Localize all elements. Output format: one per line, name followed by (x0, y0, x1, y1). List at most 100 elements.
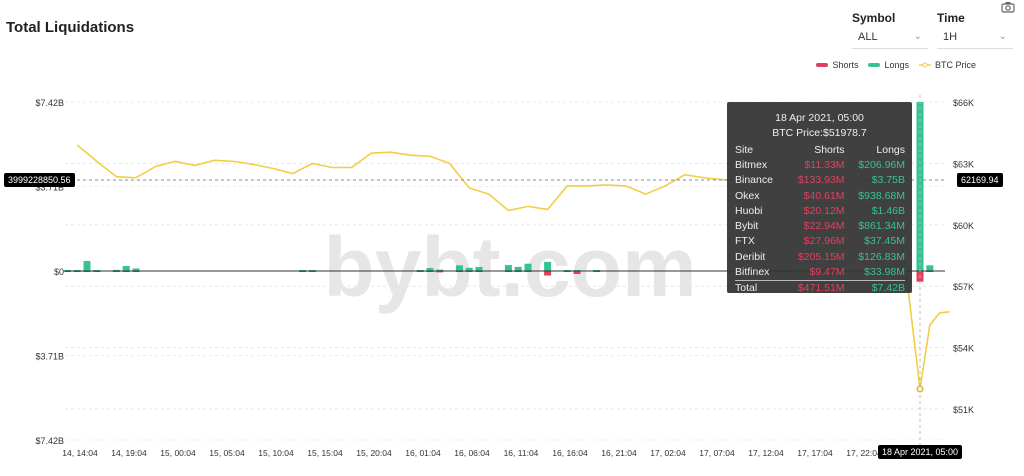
tooltip-longs: $33.98M (864, 266, 905, 279)
longs-bar (132, 268, 140, 271)
tooltip-site: Okex (735, 189, 760, 202)
header-shorts: Shorts (814, 143, 845, 156)
x-tick-label: 17, 22:04 (846, 448, 882, 458)
right-tick-label: $60K (953, 221, 974, 231)
tooltip-header-row: Site Shorts Longs (735, 142, 905, 157)
chart-legend: Shorts Longs BTC Price (816, 60, 976, 70)
tooltip-shorts: $27.96M (803, 235, 845, 248)
x-tick-label: 16, 21:04 (601, 448, 637, 458)
tooltip-site: FTX (735, 235, 755, 248)
longs-bar (426, 268, 434, 271)
tooltip-site: Huobi (735, 204, 763, 217)
tooltip-table: Site Shorts Longs Bitmex $11.33M $206.96M Bin… (735, 142, 905, 296)
left-tick-label: $3.71B (35, 183, 64, 193)
tooltip-row: Deribit $205.15M $126.83M (735, 249, 905, 264)
x-tick-label: 14, 19:04 (111, 448, 147, 458)
longs-bar (544, 261, 552, 271)
longs-bar (926, 265, 934, 271)
symbol-select[interactable]: ALL ⌄ (852, 26, 928, 49)
longs-bar (122, 265, 130, 271)
crosshair-right-value: 62169.94 (957, 173, 1003, 187)
right-tick-label: $54K (953, 344, 974, 354)
shorts-bar (436, 271, 444, 273)
tooltip-shorts: $11.33M (804, 158, 845, 171)
crosshair-x-value: 18 Apr 2021, 05:00 (878, 445, 963, 459)
x-tick-label: 16, 01:04 (405, 448, 441, 458)
tooltip-site: Binance (735, 174, 773, 187)
hover-point (916, 385, 924, 393)
tooltip-longs: $861.34M (858, 220, 905, 233)
header-longs: Longs (876, 143, 905, 156)
x-tick-label: 16, 06:04 (454, 448, 490, 458)
legend-btc-price[interactable]: BTC Price (918, 60, 976, 70)
x-tick-label: 16, 11:04 (504, 448, 539, 458)
longs-bar (83, 260, 91, 271)
x-axis: 14, 14:04 14, 19:04 15, 00:04 15, 05:04 15, … (62, 448, 882, 458)
tooltip-date: 18 Apr 2021, 05:00 (775, 112, 864, 124)
total-shorts: $471.51M (784, 279, 845, 296)
right-tick-label: $57K (953, 282, 974, 292)
shorts-bar (544, 271, 552, 276)
legend-longs[interactable]: Longs (868, 60, 909, 70)
x-tick-label: 14, 14:04 (62, 448, 98, 458)
time-label: Time (937, 11, 965, 25)
x-tick-label: 17, 07:04 (699, 448, 735, 458)
tooltip-row: Huobi $20.12M $1.46B (735, 203, 905, 218)
legend-label: Longs (884, 60, 909, 70)
tooltip-site: Bybit (735, 220, 759, 233)
tooltip-longs: $1.46B (871, 204, 905, 217)
right-tick-label: $63K (953, 159, 974, 169)
left-tick-label: $3.71B (35, 352, 64, 362)
tooltip-longs: $938.68M (858, 189, 905, 202)
tooltip-site: Bitfinex (735, 266, 770, 279)
time-value: 1H (943, 31, 958, 43)
symbol-label: Symbol (852, 11, 896, 25)
crosshair-left-value: 3999228850.56 (4, 173, 75, 187)
x-tick-label: 16, 16:04 (552, 448, 588, 458)
legend-shorts[interactable]: Shorts (816, 60, 858, 70)
symbol-value: ALL (858, 31, 878, 43)
x-tick-label: 17, 02:04 (650, 448, 686, 458)
tooltip-shorts: $40.61M (803, 189, 845, 202)
shorts-bar (573, 271, 581, 274)
tooltip-shorts: $205.15M (797, 250, 845, 263)
tooltip-row: Okex $40.61M $938.68M (735, 188, 905, 203)
right-tick-label: $51K (953, 405, 974, 415)
right-tick-label: $66K (953, 98, 974, 108)
time-select[interactable]: 1H ⌄ (937, 26, 1013, 49)
longs-bar (436, 269, 444, 271)
left-tick-label: $0 (54, 267, 64, 277)
total-longs: $7.42B (844, 279, 905, 296)
tooltip-shorts: $9.47M (809, 266, 845, 279)
chevron-down-icon: ⌄ (998, 31, 1007, 42)
x-tick-label: 15, 20:04 (356, 448, 392, 458)
tooltip-longs: $206.96M (858, 158, 905, 171)
camera-icon[interactable] (1001, 0, 1015, 18)
x-tick-label: 17, 12:04 (748, 448, 784, 458)
x-tick-label: 15, 10:04 (258, 448, 294, 458)
tooltip-longs: $3.75B (871, 174, 905, 187)
tooltip-row: Binance $133.93M $3.75B (735, 173, 905, 188)
tooltip-site: Bitmex (735, 158, 768, 171)
legend-label: Shorts (832, 60, 859, 70)
left-tick-label: $7.42B (35, 436, 64, 446)
tooltip: 18 Apr 2021, 05:00 BTC Price:$51978.7 Si… (727, 102, 912, 296)
chevron-down-icon: ⌄ (913, 31, 922, 42)
total-label: Total (735, 279, 785, 296)
x-tick-label: 15, 05:04 (209, 448, 245, 458)
tooltip-shorts: $20.12M (803, 204, 845, 217)
longs-bar (514, 266, 522, 271)
left-tick-label: $7.42B (35, 98, 64, 108)
tooltip-row: FTX $27.96M $37.45M (735, 234, 905, 249)
tooltip-site: Deribit (735, 250, 766, 263)
right-axis: $66K $63K $60K $57K $54K $51K (953, 98, 974, 415)
tooltip-shorts: $133.93M (797, 174, 845, 187)
legend-label: BTC Price (934, 60, 976, 70)
left-axis: $7.42B $3.71B $0 $3.71B $7.42B (35, 98, 64, 446)
tooltip-shorts: $22.94M (803, 220, 845, 233)
longs-bar (475, 266, 483, 271)
longs-bar (524, 263, 532, 271)
tooltip-row: Bitfinex $9.47M $33.98M (735, 264, 905, 280)
page-title: Total Liquidations (6, 19, 135, 36)
